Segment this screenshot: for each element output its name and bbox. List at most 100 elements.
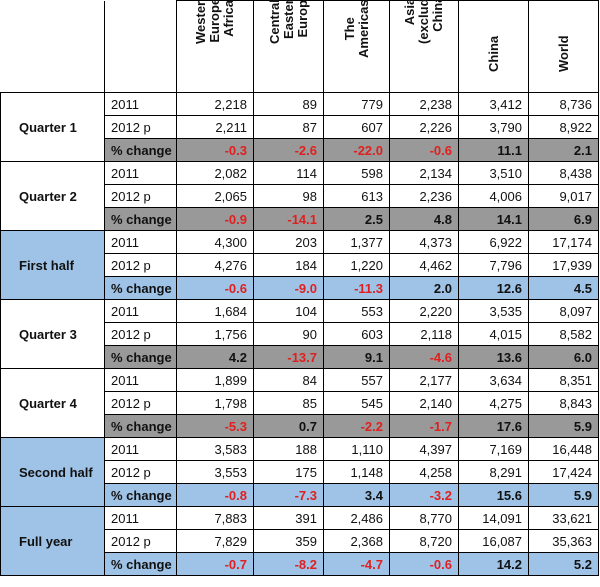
table-cell: -0.6 (389, 552, 459, 576)
table-cell: 0.7 (253, 414, 324, 438)
table-cell: 4.5 (528, 276, 599, 300)
table-cell: -0.6 (176, 276, 254, 300)
table-cell: 9.1 (323, 345, 390, 369)
table-cell: 1,148 (323, 460, 390, 484)
table-cell: 9,017 (528, 184, 599, 208)
table-cell: -4.6 (389, 345, 459, 369)
table-row: Second half 2011 3,583 188 1,110 4,397 7,169 16… (0, 437, 599, 507)
table-cell: 2,134 (389, 161, 459, 185)
column-header-label: China (485, 35, 501, 72)
group-label: Quarter 4 (0, 368, 105, 438)
table-cell: 603 (323, 322, 390, 346)
table-cell: -0.8 (176, 483, 254, 507)
table-cell: 3,535 (458, 299, 529, 323)
row-label: % change (104, 414, 177, 438)
table-row: Quarter 2 2011 2,082 114 598 2,134 3,510 8,438 (0, 161, 599, 231)
table-cell: 3,634 (458, 368, 529, 392)
row-label: 2012 p (104, 184, 177, 208)
table-cell: 5.9 (528, 414, 599, 438)
table-cell: 3,412 (458, 92, 529, 116)
table-cell: 16,448 (528, 437, 599, 461)
table-cell: 2.0 (389, 276, 459, 300)
table-cell: 12.6 (458, 276, 529, 300)
table-cell: 4.8 (389, 207, 459, 231)
group-label: Second half (0, 437, 105, 507)
table-cell: 1,798 (176, 391, 254, 415)
header-blank (0, 0, 105, 93)
table-cell: 175 (253, 460, 324, 484)
column-header: China (458, 0, 529, 93)
row-label: 2012 p (104, 115, 177, 139)
change-row: % change -0.9 -14.1 2.5 4.8 14.1 6.9 (1, 207, 599, 231)
table-cell: 391 (253, 506, 324, 530)
table-cell: 1,110 (323, 437, 390, 461)
table-row: 2012 p 2,211 87 607 2,226 3,790 8,922 (1, 115, 599, 139)
row-label: 2011 (104, 437, 177, 461)
table-cell: 8,097 (528, 299, 599, 323)
table-row: First half 2011 4,300 203 1,377 4,373 6,922 17,… (0, 230, 599, 300)
group-label: Quarter 2 (0, 161, 105, 231)
table-cell: 7,796 (458, 253, 529, 277)
table-cell: 14.2 (458, 552, 529, 576)
table-cell: -2.2 (323, 414, 390, 438)
table-row: Quarter 1 2011 2,218 89 779 2,238 3,412 8,736 (0, 92, 599, 162)
table-cell: 359 (253, 529, 324, 553)
table-cell: 8,291 (458, 460, 529, 484)
table-cell: 4,373 (389, 230, 459, 254)
table-cell: 2,368 (323, 529, 390, 553)
table-cell: -0.6 (389, 138, 459, 162)
row-label: 2011 (104, 161, 177, 185)
row-label: 2012 p (104, 391, 177, 415)
table-cell: 8,582 (528, 322, 599, 346)
table-cell: 4,275 (458, 391, 529, 415)
row-label: % change (104, 483, 177, 507)
table-row: Full year 2011 7,883 391 2,486 8,770 14,091 33,… (0, 506, 599, 576)
table-cell: 4,300 (176, 230, 254, 254)
table-cell: -0.7 (176, 552, 254, 576)
change-row: % change -0.8 -7.3 3.4 -3.2 15.6 5.9 (1, 483, 599, 507)
table-cell: -3.2 (389, 483, 459, 507)
table-cell: 2,220 (389, 299, 459, 323)
table-cell: 11.1 (458, 138, 529, 162)
table-cell: 89 (253, 92, 324, 116)
group-label: Quarter 1 (0, 92, 105, 162)
table-cell: -0.3 (176, 138, 254, 162)
table-cell: 607 (323, 115, 390, 139)
column-header: The Americas (323, 0, 390, 93)
row-label: 2011 (104, 92, 177, 116)
table-cell: -5.3 (176, 414, 254, 438)
table-cell: 4,015 (458, 322, 529, 346)
table-cell: -11.3 (323, 276, 390, 300)
table-cell: 13.6 (458, 345, 529, 369)
table-row: 2012 p 4,276 184 1,220 4,462 7,796 17,939 (1, 253, 599, 277)
table-cell: 1,899 (176, 368, 254, 392)
table-cell: 2,065 (176, 184, 254, 208)
table-cell: 3,553 (176, 460, 254, 484)
table-cell: 2,238 (389, 92, 459, 116)
table-cell: 7,829 (176, 529, 254, 553)
table-cell: 3,790 (458, 115, 529, 139)
table-cell: 2,218 (176, 92, 254, 116)
table-cell: -0.9 (176, 207, 254, 231)
table-row: Quarter 4 2011 1,899 84 557 2,177 3,634 8,351 (0, 368, 599, 438)
header-row: Western Europe/ Africa Central & Eastern… (0, 0, 599, 93)
table-cell: 87 (253, 115, 324, 139)
table-cell: 184 (253, 253, 324, 277)
row-label: % change (104, 276, 177, 300)
table-cell: 8,736 (528, 92, 599, 116)
table-cell: 5.9 (528, 483, 599, 507)
row-label: 2011 (104, 299, 177, 323)
table-cell: 8,351 (528, 368, 599, 392)
row-label: 2011 (104, 368, 177, 392)
table-cell: -22.0 (323, 138, 390, 162)
row-label: 2011 (104, 230, 177, 254)
data-table: Western Europe/ Africa Central & Eastern… (0, 0, 599, 576)
table-cell: -9.0 (253, 276, 324, 300)
table-cell: 17.6 (458, 414, 529, 438)
table-cell: 8,922 (528, 115, 599, 139)
table-cell: 16,087 (458, 529, 529, 553)
table-cell: 2,486 (323, 506, 390, 530)
row-label: 2012 p (104, 460, 177, 484)
table-cell: 8,438 (528, 161, 599, 185)
row-label: % change (104, 138, 177, 162)
